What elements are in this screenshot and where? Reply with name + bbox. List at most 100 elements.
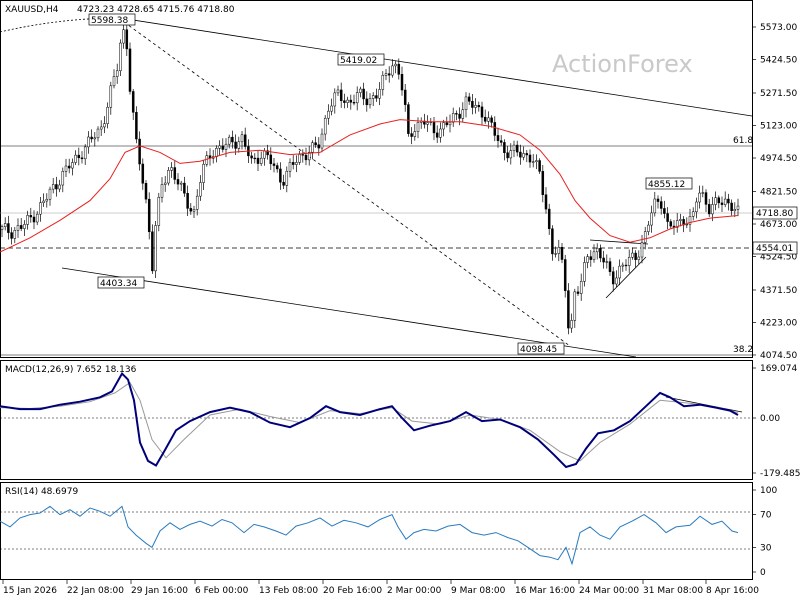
candle-body bbox=[451, 113, 455, 123]
candle-body bbox=[589, 256, 593, 260]
price-tick-label: 4821.50 bbox=[760, 187, 797, 197]
candle-body bbox=[103, 123, 106, 128]
rsi-label: RSI(14) 48.6979 bbox=[5, 487, 78, 497]
candle-body bbox=[707, 204, 711, 215]
candle-body bbox=[461, 109, 465, 119]
candle-body bbox=[733, 209, 737, 212]
candle-body bbox=[544, 194, 548, 210]
candle-body bbox=[224, 143, 228, 150]
candle-body bbox=[39, 202, 42, 215]
candle-body bbox=[512, 144, 516, 151]
candle-body bbox=[176, 179, 180, 185]
candle-body bbox=[45, 198, 49, 202]
candle-body bbox=[141, 163, 145, 184]
candle-body bbox=[531, 161, 535, 163]
price-tick-label: 4223.00 bbox=[760, 318, 797, 328]
diagonal-dotted-line bbox=[123, 21, 571, 347]
candle-body bbox=[448, 121, 452, 126]
candle-body bbox=[723, 198, 727, 205]
candle-body bbox=[503, 142, 506, 153]
candle-body bbox=[688, 216, 692, 225]
rsi-axis: 100 70 30 0 bbox=[752, 486, 777, 578]
candle-body bbox=[637, 256, 641, 260]
candle-body bbox=[186, 192, 189, 209]
candle-body bbox=[394, 63, 397, 67]
candle-body bbox=[432, 121, 436, 134]
macd-main-line bbox=[0, 371, 739, 469]
candle-body bbox=[307, 151, 311, 161]
candle-body bbox=[679, 219, 682, 221]
level-price-tag: 4554.01 bbox=[752, 241, 798, 255]
candle-body bbox=[659, 201, 663, 209]
candle-body bbox=[205, 155, 209, 165]
candle-body bbox=[551, 228, 554, 255]
macd-tick-label: 169.074 bbox=[760, 364, 797, 374]
candle-body bbox=[346, 99, 349, 103]
candle-body bbox=[458, 113, 461, 119]
price-axis: 5573.00 5424.50 5271.50 5123.00 4974.50 4821.… bbox=[752, 23, 797, 361]
candle-body bbox=[611, 271, 615, 285]
annotation-5419-text: 5419.02 bbox=[340, 56, 377, 66]
candle-body bbox=[477, 105, 481, 108]
candle-body bbox=[631, 252, 634, 258]
candle-body bbox=[48, 188, 52, 200]
candle-body bbox=[231, 136, 234, 143]
triangle-upper-line bbox=[589, 239, 649, 245]
candle-body bbox=[256, 157, 260, 164]
candle-body bbox=[599, 248, 602, 259]
annotation-5598: 5598.38 bbox=[88, 13, 136, 26]
candle-body bbox=[435, 132, 439, 138]
candle-body bbox=[147, 198, 151, 233]
candle-body bbox=[685, 223, 689, 226]
candle-body bbox=[384, 73, 388, 76]
candle-body bbox=[563, 259, 567, 291]
candle-body bbox=[698, 192, 701, 203]
candle-body bbox=[128, 48, 132, 92]
candle-body bbox=[189, 208, 193, 212]
annotation-4855: 4855.12 bbox=[645, 177, 693, 190]
candle-body bbox=[259, 157, 263, 164]
candle-body bbox=[656, 198, 660, 202]
candle-body bbox=[663, 208, 666, 214]
candle-body bbox=[407, 104, 410, 134]
rsi-tick-label: 30 bbox=[760, 543, 772, 553]
candle-body bbox=[525, 153, 529, 156]
candle-body bbox=[64, 165, 68, 172]
candle-body bbox=[3, 223, 7, 227]
candle-body bbox=[96, 128, 100, 139]
candle-body bbox=[61, 171, 65, 186]
annotation-4403: 4403.34 bbox=[97, 276, 145, 289]
last-price-text: 4718.80 bbox=[756, 209, 793, 219]
candle-body bbox=[144, 183, 148, 200]
candle-body bbox=[183, 182, 186, 194]
rsi-tick-label: 70 bbox=[760, 511, 772, 521]
candle-body bbox=[173, 167, 177, 180]
macd-axis: 169.074 0.00 -179.485 bbox=[752, 364, 800, 479]
time-axis: 15 Jan 2026 22 Jan 08:00 29 Jan 16:00 6 Feb… bbox=[2, 580, 759, 596]
candle-body bbox=[381, 75, 385, 90]
annotation-4098: 4098.45 bbox=[517, 342, 565, 355]
price-tick-label: 5424.50 bbox=[760, 56, 797, 66]
candle-body bbox=[653, 198, 657, 214]
candle-body bbox=[275, 165, 279, 170]
top-arc-dotted bbox=[0, 17, 121, 33]
candle-body bbox=[416, 122, 420, 132]
candle-body bbox=[560, 246, 564, 260]
symbol-label: XAUUSD,H4 bbox=[5, 5, 59, 15]
candle-body bbox=[320, 133, 324, 149]
candle-body bbox=[717, 197, 721, 204]
candle-body bbox=[298, 154, 301, 163]
candle-body bbox=[352, 102, 356, 104]
candle-body bbox=[317, 144, 321, 149]
candle-body bbox=[179, 182, 183, 185]
candle-body bbox=[371, 95, 375, 99]
price-panel-frame bbox=[0, 0, 753, 358]
candle-body bbox=[675, 220, 679, 228]
rsi-tick-label: 100 bbox=[760, 486, 777, 496]
candle-body bbox=[387, 73, 391, 76]
time-tick-label: 9 Mar 08:00 bbox=[451, 586, 506, 596]
candle-body bbox=[301, 154, 305, 156]
candle-body bbox=[643, 231, 647, 243]
candle-body bbox=[90, 136, 93, 140]
candle-body bbox=[567, 290, 570, 329]
